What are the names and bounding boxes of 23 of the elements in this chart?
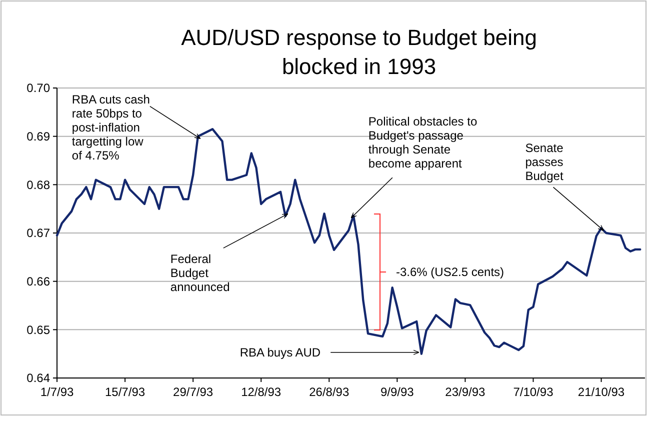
x-tick-label: 15/7/93 <box>105 385 146 399</box>
x-tick-label: 26/8/93 <box>309 385 350 399</box>
y-tick-label: 0.65 <box>26 322 50 337</box>
chart-title: AUD/USD response to Budget being blocked in 1993 <box>181 25 537 79</box>
x-tick-label: 7/10/93 <box>513 385 554 399</box>
y-tick-label: 0.70 <box>26 81 50 96</box>
x-tick-label: 12/8/93 <box>241 385 282 399</box>
x-tick-label: 1/7/93 <box>40 385 74 399</box>
x-tick-label: 29/7/93 <box>173 385 214 399</box>
y-tick-label: 0.64 <box>26 371 50 386</box>
y-tick-label: 0.68 <box>26 178 50 192</box>
annotation: RBA buys AUD <box>240 345 321 360</box>
y-tick-label: 0.69 <box>26 130 50 144</box>
x-tick-label: 23/9/93 <box>445 385 486 399</box>
annotation: RBA cuts cash rate 50bps to post-inflation targetting low of 4.75% <box>72 92 150 162</box>
annotation: Senate passes Budget <box>525 141 564 184</box>
annotation: Federal Budget announced <box>170 252 230 294</box>
x-tick-label: 21/10/93 <box>578 385 625 399</box>
annotation: -3.6% (US2.5 cents) <box>396 265 504 279</box>
x-tick-label: 9/9/93 <box>380 385 414 399</box>
y-tick-label: 0.67 <box>26 226 50 240</box>
y-tick-label: 0.66 <box>26 274 50 289</box>
annotation: Political obstacles to Budget's passage through Senate become apparent <box>368 114 478 171</box>
